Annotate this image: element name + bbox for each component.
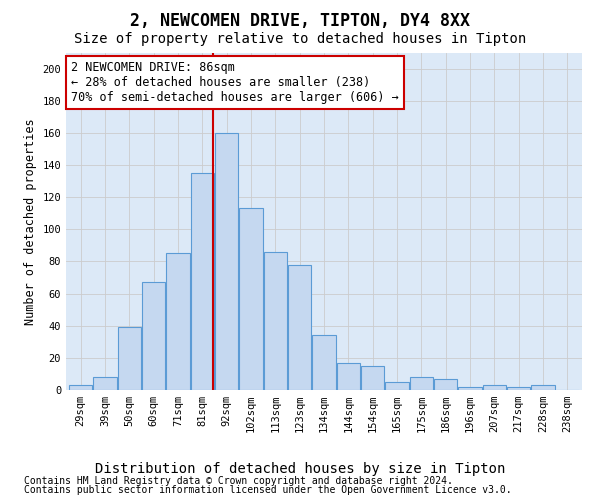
Bar	[191, 173, 214, 390]
Text: Contains public sector information licensed under the Open Government Licence v3: Contains public sector information licen…	[24, 485, 512, 495]
Bar	[434, 379, 457, 390]
Bar	[385, 382, 409, 390]
Text: Distribution of detached houses by size in Tipton: Distribution of detached houses by size …	[95, 462, 505, 476]
Text: 2, NEWCOMEN DRIVE, TIPTON, DY4 8XX: 2, NEWCOMEN DRIVE, TIPTON, DY4 8XX	[130, 12, 470, 30]
Y-axis label: Number of detached properties: Number of detached properties	[24, 118, 37, 324]
Bar	[507, 387, 530, 390]
Bar	[239, 208, 263, 390]
Bar	[483, 385, 506, 390]
Text: Contains HM Land Registry data © Crown copyright and database right 2024.: Contains HM Land Registry data © Crown c…	[24, 476, 453, 486]
Bar	[288, 264, 311, 390]
Bar	[94, 377, 116, 390]
Text: Size of property relative to detached houses in Tipton: Size of property relative to detached ho…	[74, 32, 526, 46]
Bar	[142, 282, 165, 390]
Bar	[410, 377, 433, 390]
Bar	[215, 133, 238, 390]
Bar	[166, 254, 190, 390]
Bar	[118, 328, 141, 390]
Bar	[69, 385, 92, 390]
Bar	[361, 366, 384, 390]
Bar	[458, 387, 482, 390]
Text: 2 NEWCOMEN DRIVE: 86sqm
← 28% of detached houses are smaller (238)
70% of semi-d: 2 NEWCOMEN DRIVE: 86sqm ← 28% of detache…	[71, 61, 399, 104]
Bar	[313, 336, 335, 390]
Bar	[337, 362, 360, 390]
Bar	[264, 252, 287, 390]
Bar	[532, 385, 554, 390]
